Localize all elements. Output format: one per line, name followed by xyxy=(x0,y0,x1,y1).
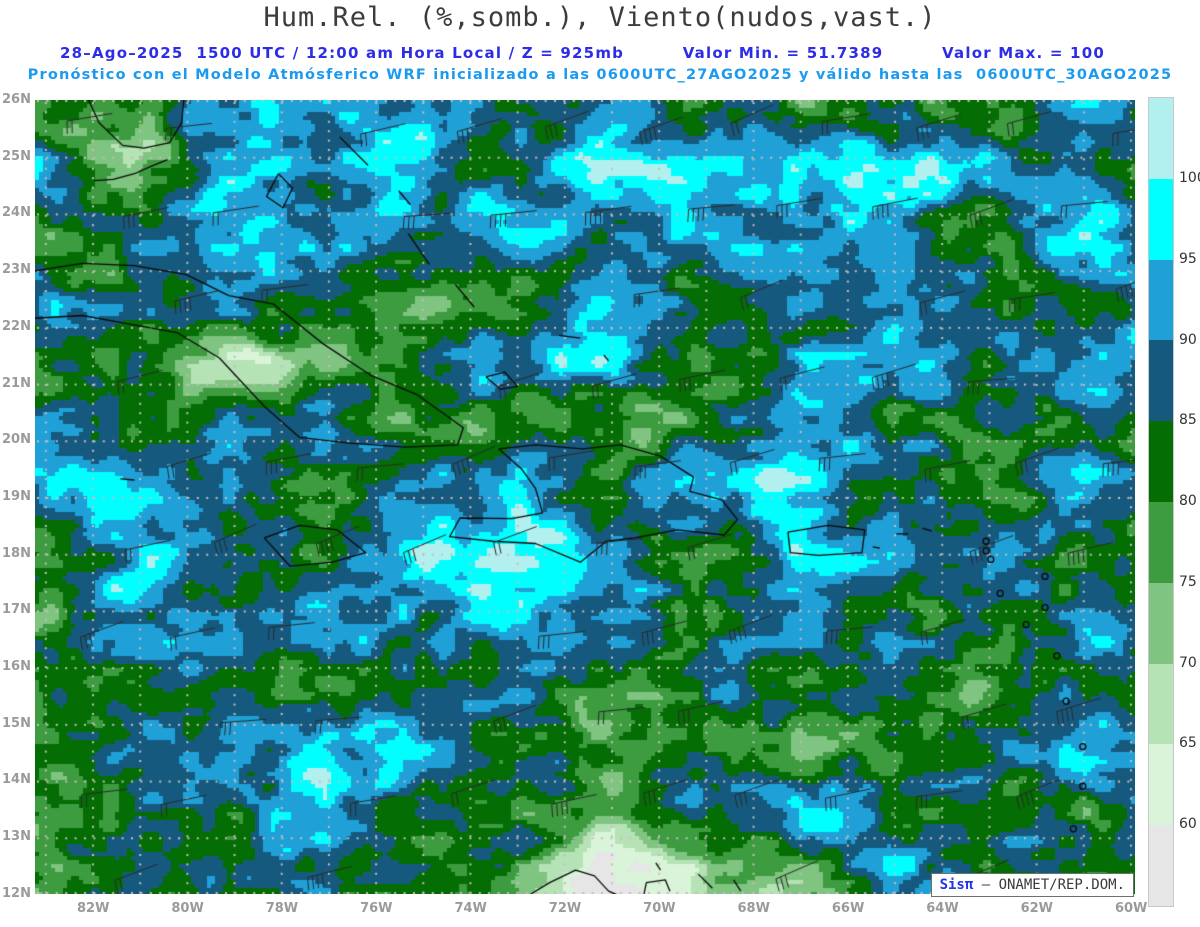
colorbar-segment xyxy=(1149,582,1173,664)
colorbar-labels: 100 95 90 85 80 75 70 65 60 xyxy=(1179,169,1200,833)
longitude-tick-label: 66W xyxy=(831,901,865,916)
colorbar-tick-label: 65 xyxy=(1179,735,1197,752)
model-info-text: Pronóstico con el Modelo Atmósferico WRF… xyxy=(27,67,1173,83)
colorbar-segment xyxy=(1149,178,1173,260)
page-title: Hum.Rel. (%,somb.), Viento(nudos,vast.) xyxy=(263,2,937,33)
longitude-tick-label: 78W xyxy=(265,901,299,916)
colorbar-tick-label: 75 xyxy=(1179,573,1197,590)
longitude-tick-label: 68W xyxy=(737,901,770,916)
latitude-tick-label: 16N xyxy=(2,659,31,675)
colorbar-segment xyxy=(1149,421,1173,502)
colorbar-segment xyxy=(1149,98,1173,179)
longitude-tick-label: 72W xyxy=(548,901,582,916)
latitude-tick-label: 25N xyxy=(2,148,31,164)
colorbar-tick-label: 100 xyxy=(1179,170,1200,186)
colorbar-segment xyxy=(1149,825,1173,906)
latitude-tick-label: 17N xyxy=(2,602,31,618)
longitude-tick-label: 76W xyxy=(360,901,393,916)
humidity-colorbar xyxy=(1148,97,1174,907)
colorbar-tick-label: 85 xyxy=(1179,412,1197,429)
latitude-tick-label: 26N xyxy=(2,92,31,107)
humidity-wind-canvas xyxy=(35,100,1135,894)
longitude-tick-label: 82W xyxy=(77,901,110,916)
longitude-axis: 82W 80W 78W 76W 74W 72W 70W 68W 66W 64W 62W 60W xyxy=(77,901,1148,916)
forecast-map: Sisπ – ONAMET/REP.DOM. xyxy=(35,100,1135,897)
latitude-tick-label: 13N xyxy=(2,829,31,845)
longitude-tick-label: 62W xyxy=(1020,901,1054,916)
attribution-badge: Sisπ – ONAMET/REP.DOM. xyxy=(930,873,1134,897)
latitude-tick-label: 18N xyxy=(2,545,31,561)
header-line-1: 28–Ago–2025 1500 UTC / 12:00 am Hora Loc… xyxy=(60,44,1105,62)
latitude-tick-label: 24N xyxy=(2,205,31,221)
valor-max-text: Valor Max. = 100 xyxy=(942,44,1105,62)
longitude-tick-label: 60W xyxy=(1114,901,1148,916)
latitude-tick-label: 22N xyxy=(2,318,31,334)
latitude-axis: 26N 25N 24N 23N 22N 21N 20N 19N 18N 17N 16N 15N 14N 1… xyxy=(0,93,31,901)
valid-time-text: 28–Ago–2025 1500 UTC / 12:00 am Hora Loc… xyxy=(60,44,625,62)
longitude-tick-label: 64W xyxy=(926,901,959,916)
latitude-tick-label: 19N xyxy=(2,488,31,504)
latitude-tick-label: 15N xyxy=(2,715,31,731)
latitude-tick-label: 14N xyxy=(2,772,31,788)
colorbar-segment xyxy=(1149,744,1173,826)
colorbar-tick-label: 70 xyxy=(1179,654,1197,671)
colorbar-segment xyxy=(1149,259,1173,341)
colorbar-tick-label: 90 xyxy=(1179,331,1197,348)
colorbar-segment xyxy=(1149,340,1173,422)
valor-min-text: Valor Min. = 51.7389 xyxy=(682,44,884,62)
colorbar-segment xyxy=(1149,663,1173,745)
sispi-logo: Sisπ xyxy=(939,877,974,893)
latitude-tick-label: 20N xyxy=(2,432,31,448)
attribution-text: – ONAMET/REP.DOM. xyxy=(973,877,1125,893)
longitude-tick-label: 70W xyxy=(643,901,676,916)
longitude-tick-label: 80W xyxy=(171,901,204,916)
colorbar-tick-label: 95 xyxy=(1179,250,1197,267)
colorbar-segment xyxy=(1149,501,1173,583)
latitude-tick-label: 12N xyxy=(2,885,31,901)
colorbar-tick-label: 60 xyxy=(1179,816,1197,832)
colorbar-tick-label: 80 xyxy=(1179,493,1197,509)
latitude-tick-label: 21N xyxy=(2,375,31,391)
latitude-tick-label: 23N xyxy=(2,262,31,278)
longitude-tick-label: 74W xyxy=(454,901,487,916)
